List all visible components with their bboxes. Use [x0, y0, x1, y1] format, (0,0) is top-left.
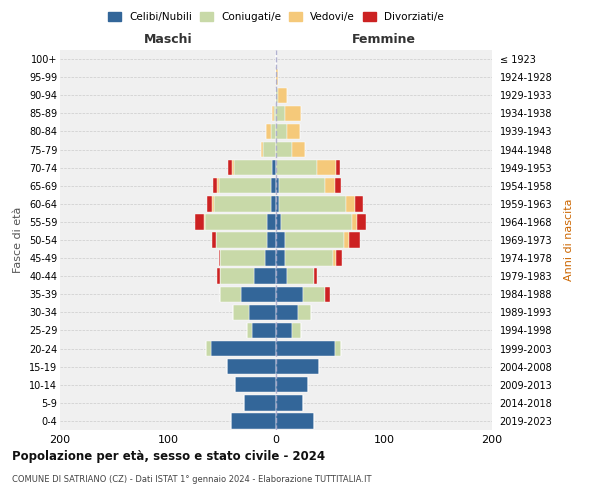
Bar: [276, 232, 284, 248]
Bar: [284, 232, 344, 248]
Bar: [265, 250, 276, 266]
Bar: [276, 268, 287, 284]
Bar: [281, 214, 352, 230]
Bar: [241, 286, 276, 302]
Bar: [261, 142, 263, 157]
Bar: [212, 196, 214, 212]
Bar: [276, 341, 335, 356]
Bar: [205, 214, 268, 230]
Bar: [272, 160, 276, 176]
Bar: [207, 196, 212, 212]
Bar: [357, 214, 365, 230]
Bar: [220, 268, 254, 284]
Bar: [349, 232, 360, 248]
Bar: [317, 160, 337, 176]
Bar: [333, 250, 337, 266]
Bar: [214, 178, 217, 194]
Bar: [298, 304, 311, 320]
Bar: [276, 377, 308, 392]
Text: Femmine: Femmine: [352, 34, 416, 46]
Bar: [284, 106, 301, 121]
Bar: [271, 178, 276, 194]
Bar: [249, 304, 276, 320]
Bar: [268, 232, 276, 248]
Bar: [276, 414, 314, 428]
Bar: [268, 214, 276, 230]
Bar: [276, 250, 284, 266]
Bar: [287, 268, 314, 284]
Bar: [217, 268, 220, 284]
Bar: [278, 88, 287, 103]
Bar: [271, 196, 276, 212]
Bar: [215, 232, 268, 248]
Bar: [276, 178, 279, 194]
Bar: [352, 214, 357, 230]
Bar: [217, 178, 219, 194]
Y-axis label: Anni di nascita: Anni di nascita: [563, 198, 574, 281]
Bar: [344, 232, 349, 248]
Legend: Celibi/Nubili, Coniugati/e, Vedovi/e, Divorziati/e: Celibi/Nubili, Coniugati/e, Vedovi/e, Di…: [104, 8, 448, 26]
Bar: [230, 414, 276, 428]
Bar: [276, 304, 298, 320]
Bar: [219, 178, 271, 194]
Bar: [335, 178, 341, 194]
Bar: [284, 250, 333, 266]
Bar: [303, 286, 325, 302]
Bar: [220, 250, 265, 266]
Bar: [276, 124, 287, 139]
Bar: [219, 250, 220, 266]
Bar: [335, 341, 341, 356]
Bar: [252, 323, 276, 338]
Bar: [276, 214, 281, 230]
Text: COMUNE DI SATRIANO (CZ) - Dati ISTAT 1° gennaio 2024 - Elaborazione TUTTITALIA.I: COMUNE DI SATRIANO (CZ) - Dati ISTAT 1° …: [12, 475, 371, 484]
Bar: [279, 178, 325, 194]
Bar: [337, 160, 340, 176]
Text: Popolazione per età, sesso e stato civile - 2024: Popolazione per età, sesso e stato civil…: [12, 450, 325, 463]
Bar: [203, 214, 205, 230]
Bar: [325, 178, 335, 194]
Bar: [274, 106, 276, 121]
Bar: [272, 106, 274, 121]
Bar: [276, 323, 292, 338]
Bar: [276, 196, 279, 212]
Bar: [235, 377, 276, 392]
Bar: [206, 341, 211, 356]
Bar: [355, 196, 364, 212]
Bar: [211, 341, 276, 356]
Bar: [212, 232, 215, 248]
Bar: [232, 160, 234, 176]
Bar: [276, 359, 319, 374]
Bar: [325, 286, 330, 302]
Bar: [227, 359, 276, 374]
Bar: [279, 196, 346, 212]
Bar: [254, 268, 276, 284]
Bar: [276, 88, 278, 103]
Bar: [220, 286, 241, 302]
Bar: [276, 142, 292, 157]
Y-axis label: Fasce di età: Fasce di età: [13, 207, 23, 273]
Bar: [314, 268, 317, 284]
Bar: [287, 124, 300, 139]
Bar: [346, 196, 355, 212]
Text: Maschi: Maschi: [143, 34, 193, 46]
Bar: [263, 142, 276, 157]
Bar: [292, 142, 305, 157]
Bar: [244, 395, 276, 410]
Bar: [234, 160, 272, 176]
Bar: [337, 250, 342, 266]
Bar: [292, 323, 301, 338]
Bar: [266, 124, 271, 139]
Bar: [214, 196, 271, 212]
Bar: [233, 304, 249, 320]
Bar: [276, 286, 303, 302]
Bar: [247, 323, 252, 338]
Bar: [195, 214, 203, 230]
Bar: [276, 160, 317, 176]
Bar: [276, 70, 278, 85]
Bar: [271, 124, 276, 139]
Bar: [229, 160, 232, 176]
Bar: [276, 395, 303, 410]
Bar: [276, 106, 284, 121]
